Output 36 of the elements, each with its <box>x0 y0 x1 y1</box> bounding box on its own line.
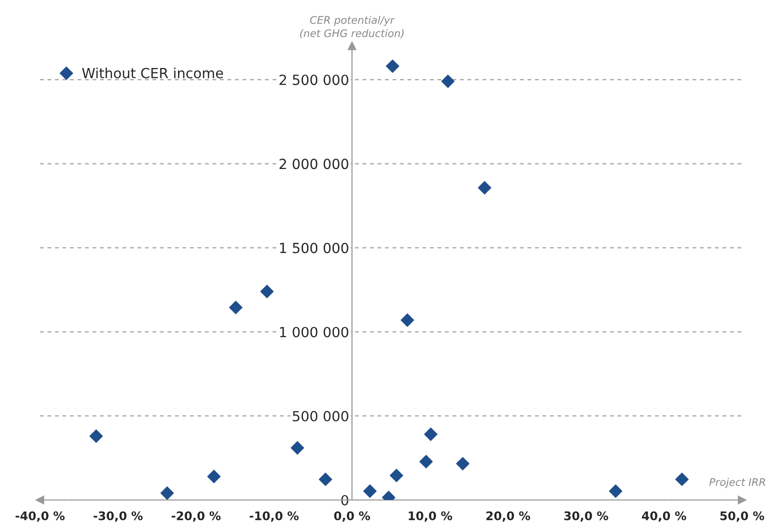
x-tick-label: -40,0 % <box>16 511 65 522</box>
x-axis-title: Project IRR <box>709 478 766 488</box>
point <box>260 284 274 298</box>
point <box>608 484 622 498</box>
x-tick-label: 20,0 % <box>486 511 530 522</box>
point <box>290 441 304 455</box>
point <box>89 429 103 443</box>
point <box>386 59 400 73</box>
point <box>478 181 492 194</box>
x-tick-label: 50,0 % <box>720 511 764 522</box>
x-tick-label: -10,0 % <box>250 511 299 522</box>
x-tick-label: 0,0 % <box>334 511 370 522</box>
y-tick-label: 2 500 000 <box>280 74 348 86</box>
x-tick-label: 30,0 % <box>564 511 608 522</box>
point <box>318 472 332 486</box>
point <box>207 470 221 484</box>
x-tick-label: 40,0 % <box>642 511 686 522</box>
point <box>675 472 689 486</box>
y-tick-label: 1 000 000 <box>280 326 348 338</box>
point <box>400 313 414 327</box>
y-tick-label: 1 500 000 <box>280 242 348 254</box>
x-tick-label: -20,0 % <box>172 511 221 522</box>
point <box>390 468 404 482</box>
point <box>424 428 438 441</box>
y-axis-title: CER potential/yr (net GHG reduction) <box>300 16 404 38</box>
x-tick-label: 10,0 % <box>408 511 452 522</box>
y-tick-label: 500 000 <box>292 410 348 422</box>
point <box>160 486 174 500</box>
point <box>441 74 455 88</box>
legend-label: Without CER income <box>82 68 224 78</box>
y-tick-label: 2 000 000 <box>280 158 348 170</box>
point <box>229 300 242 314</box>
point <box>363 484 377 498</box>
point <box>419 454 433 468</box>
x-tick-label: -30,0 % <box>94 511 143 522</box>
point <box>456 456 470 470</box>
